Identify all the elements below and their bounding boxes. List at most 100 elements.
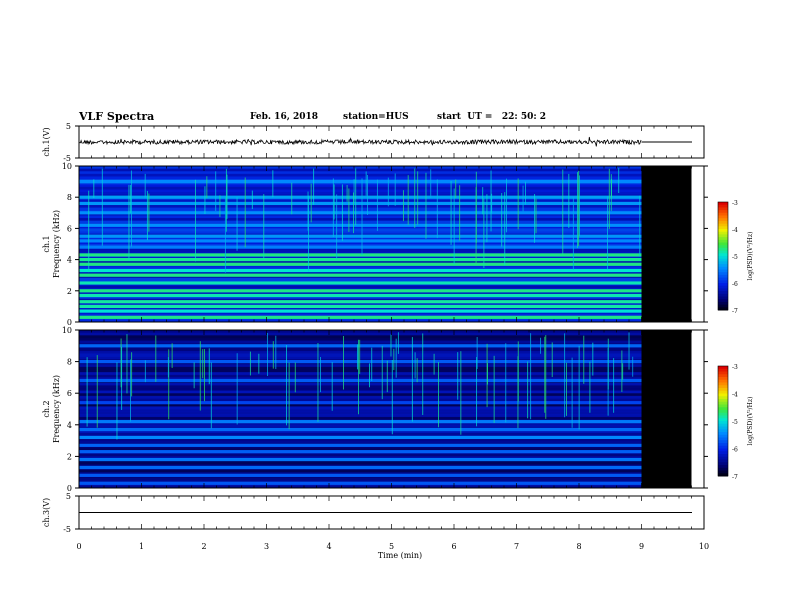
- spectrogram-noise-row: [79, 192, 642, 195]
- spectrogram-noise-row: [79, 166, 642, 169]
- spectrogram-band: [79, 435, 642, 440]
- spectrogram-noise-row: [79, 176, 642, 180]
- spectrogram-noise-row: [79, 335, 642, 339]
- spectrogram-noise-row: [79, 456, 642, 460]
- no-data-region: [641, 166, 692, 322]
- colorbar-segment: [718, 245, 728, 249]
- spectrogram-noise-row: [79, 372, 642, 376]
- spectrogram-noise-row: [79, 330, 642, 333]
- spectrogram-noise-row: [79, 414, 642, 418]
- spectrogram-noise-row: [79, 369, 642, 373]
- spectrogram-band: [79, 239, 642, 243]
- spectrogram-noise-row: [79, 189, 642, 193]
- x-tick-label: 1: [139, 542, 144, 551]
- spectrogram-noise-row: [79, 387, 642, 391]
- spectrogram-noise-row: [79, 249, 642, 253]
- spectrogram-noise-row: [79, 311, 642, 315]
- spectrogram-noise-row: [79, 453, 642, 457]
- spectrogram-noise-row: [79, 241, 642, 245]
- spectrogram-band: [79, 420, 642, 424]
- spectrogram-noise-row: [79, 364, 642, 368]
- line-panel-0: [75, 125, 705, 159]
- colorbar-segment: [718, 296, 728, 300]
- spectrogram-noise-row: [79, 228, 642, 232]
- colorbar-segment: [718, 393, 728, 397]
- y-tick-label: 6: [67, 224, 72, 233]
- spectrogram-band: [79, 344, 642, 348]
- colorbar-segment: [718, 371, 728, 375]
- start-time-label: start UT = 22: 50: 2: [437, 112, 547, 122]
- spectrogram-band: [79, 457, 642, 462]
- y-axis-label: ch.1(V): [42, 127, 51, 156]
- colorbar-segment: [718, 266, 728, 270]
- colorbar-segment: [718, 418, 728, 422]
- colorbar-segment: [718, 283, 728, 287]
- y-axis-label-channel: ch.2: [42, 400, 51, 417]
- colorbar-segment: [718, 445, 728, 449]
- x-tick-label: 8: [576, 542, 581, 551]
- x-axis-label: Time (min): [378, 551, 422, 560]
- colorbar: [717, 365, 729, 477]
- spectrogram-band: [79, 443, 642, 447]
- x-tick-label: 7: [514, 542, 519, 551]
- spectrogram-noise-row: [79, 267, 642, 271]
- colorbar-segment: [718, 261, 728, 265]
- spectrogram-band: [79, 223, 642, 227]
- spectrogram-noise-row: [79, 480, 642, 484]
- y-axis-label-frequency: Frequency (kHz): [52, 375, 61, 443]
- colorbar-segment: [718, 454, 728, 458]
- y-tick-label: -5: [63, 154, 71, 163]
- spectrogram-noise-row: [79, 332, 642, 336]
- spectrogram-noise-row: [79, 472, 642, 476]
- spectrogram-band: [79, 378, 642, 383]
- colorbar-segment: [718, 277, 728, 281]
- x-tick-label: 5: [389, 542, 394, 551]
- colorbar-segment: [718, 220, 728, 225]
- colorbar-segment: [718, 256, 728, 260]
- colorbar-segment: [718, 269, 728, 273]
- colorbar-segment: [718, 368, 728, 372]
- spectrogram-noise-row: [79, 296, 642, 299]
- y-tick-label: 0: [67, 318, 72, 327]
- colorbar-segment: [718, 440, 728, 444]
- spectrogram-noise-row: [79, 374, 642, 378]
- spectrogram-noise-row: [79, 348, 642, 352]
- x-tick-label: 10: [699, 542, 709, 551]
- colorbar-segment: [718, 223, 728, 227]
- spectrogram-noise-row: [79, 218, 642, 221]
- spectrogram-noise-row: [79, 298, 642, 302]
- spectrogram-noise-row: [79, 422, 642, 426]
- spectrogram-noise-row: [79, 440, 642, 444]
- spectrogram-band: [79, 450, 642, 454]
- spectrogram-noise-row: [79, 168, 642, 172]
- spectrogram-noise-row: [79, 319, 642, 323]
- y-axis-label-channel: ch.1: [42, 235, 51, 252]
- spectrogram-noise-row: [79, 464, 642, 468]
- spectrogram-noise-row: [79, 173, 642, 177]
- spectrogram-band: [79, 245, 642, 249]
- y-tick-label: 8: [67, 193, 72, 202]
- colorbar-segment: [718, 377, 728, 381]
- colorbar-frame: [717, 365, 729, 477]
- colorbar-segment: [718, 388, 728, 392]
- spectrogram-noise-row: [79, 199, 642, 203]
- colorbar-segment: [718, 448, 728, 452]
- y-axis-label: ch.3(V): [42, 498, 51, 527]
- spectrogram-band: [79, 300, 642, 304]
- x-tick-label: 2: [201, 542, 206, 551]
- spectrogram-noise-row: [79, 409, 642, 412]
- colorbar-tick-label: -5: [732, 254, 738, 261]
- colorbar-segment: [718, 404, 728, 408]
- colorbar-segment: [718, 291, 728, 295]
- spectrogram-noise-row: [79, 477, 642, 481]
- colorbar-segment: [718, 423, 728, 427]
- spectrogram-band: [79, 262, 642, 266]
- spectrogram-noise-row: [79, 469, 642, 473]
- spectrogram-noise-row: [79, 251, 642, 255]
- colorbar-segment: [718, 410, 728, 414]
- spectrogram-noise-row: [79, 285, 642, 289]
- spectrogram-noise-row: [79, 340, 642, 344]
- colorbar-tick-label: -6: [732, 447, 738, 454]
- ch1-signal-trace: [78, 136, 642, 147]
- colorbar-segment: [718, 226, 728, 230]
